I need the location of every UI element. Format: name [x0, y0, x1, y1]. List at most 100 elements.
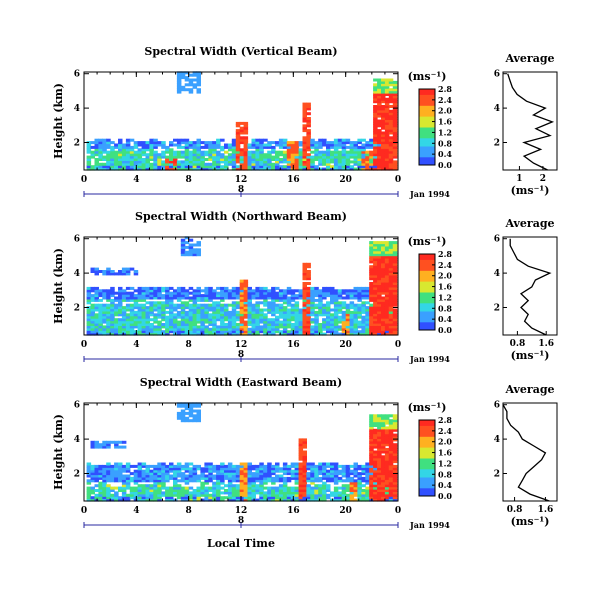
heatmap-cell [267, 301, 272, 305]
heatmap-cell [129, 479, 135, 483]
heatmap-cell [227, 145, 233, 149]
heatmap-cell [188, 474, 194, 478]
heatmap-cell [361, 493, 366, 497]
heatmap-cell [369, 433, 374, 437]
heatmap-cell [98, 486, 103, 490]
heatmap-cell [227, 313, 233, 317]
heatmap-cell [243, 320, 249, 324]
heatmap-cell [94, 148, 99, 152]
heatmap-cell [381, 467, 386, 471]
heatmap-cell [239, 330, 245, 334]
heatmap-cell [298, 162, 304, 166]
heatmap-cell [377, 450, 382, 454]
heatmap-cell [381, 97, 386, 101]
heatmap-cell [373, 496, 378, 500]
heatmap-cell [129, 491, 135, 495]
heatmap-cell [377, 489, 382, 492]
heatmap-cell [353, 467, 358, 471]
heatmap-cell [98, 143, 103, 147]
heatmap-cell [86, 481, 92, 485]
heatmap-cell [149, 479, 154, 483]
heatmap-cell [231, 141, 237, 145]
heatmap-cell [141, 308, 147, 312]
heatmap-cell [326, 493, 331, 497]
heatmap-cell [290, 148, 296, 152]
heatmap-cell [373, 479, 378, 483]
heatmap-cell [282, 313, 288, 317]
heatmap-cell [369, 320, 374, 324]
heatmap-cell [341, 472, 347, 476]
heatmap-cell [137, 472, 143, 476]
heatmap-cell [125, 155, 131, 159]
heatmap-cell [129, 493, 135, 497]
heatmap-cell [153, 464, 158, 468]
heatmap-cell [353, 141, 358, 145]
heatmap-cell [188, 80, 194, 84]
heatmap-cell [322, 291, 327, 295]
heatmap-cell [208, 315, 213, 319]
heatmap-cell [102, 325, 107, 329]
heatmap-cell [188, 298, 194, 302]
heatmap-cell [161, 332, 166, 336]
heatmap-cell [196, 76, 201, 80]
heatmap-cell [98, 445, 103, 449]
heatmap-cell [227, 467, 233, 471]
heatmap-cell [118, 327, 123, 331]
heatmap-cell [220, 138, 225, 142]
heatmap-cell [129, 489, 135, 492]
heatmap-cell [208, 320, 213, 324]
heatmap-cell [212, 150, 217, 154]
heatmap-cell [302, 117, 307, 120]
heatmap-cell [337, 479, 343, 483]
heatmap-cell [330, 472, 335, 476]
heatmap-cell [196, 71, 201, 75]
heatmap-cell [235, 296, 241, 300]
heatmap-cell [161, 486, 166, 490]
heatmap-cell [247, 158, 252, 161]
heatmap-cell [200, 294, 205, 298]
heatmap-cell [98, 476, 103, 480]
heatmap-cell [377, 426, 382, 430]
heatmap-cell [212, 323, 217, 326]
heatmap-cell [196, 248, 201, 252]
heatmap-cell [247, 472, 252, 476]
heatmap-cell [294, 493, 300, 497]
heatmap-cell [220, 464, 225, 468]
heatmap-cell [388, 279, 394, 283]
heatmap-cell [200, 323, 205, 326]
heatmap-cell [388, 486, 394, 490]
heatmap-cell [231, 155, 237, 159]
heatmap-cell [239, 479, 245, 483]
heatmap-cell [114, 330, 119, 334]
heatmap-cell [188, 323, 194, 326]
heatmap-cell [275, 315, 280, 319]
heatmap-cell [235, 496, 241, 500]
colorbar-tick-label: 0.0 [438, 325, 452, 335]
heatmap-cell [384, 489, 390, 492]
heatmap-cell [271, 303, 276, 307]
heatmap-cell [384, 323, 390, 326]
heatmap-cell [149, 330, 154, 334]
heatmap-cell [169, 143, 174, 147]
heatmap-cell [392, 150, 398, 154]
heatmap-cell [235, 491, 241, 495]
heatmap-cell [235, 136, 241, 140]
heatmap-cell [94, 323, 99, 326]
colorbar-swatch [419, 116, 435, 120]
heatmap-cell [173, 143, 178, 147]
heatmap-cell [247, 291, 252, 295]
heatmap-cell [243, 131, 249, 135]
colorbar-swatch [419, 452, 435, 456]
heatmap-cell [216, 306, 221, 310]
heatmap-cell [157, 162, 162, 166]
heatmap-cell [388, 493, 394, 497]
heatmap-cell [106, 291, 111, 295]
heatmap-cell [298, 294, 304, 298]
heatmap-cell [384, 318, 390, 322]
heatmap-cell [157, 289, 162, 293]
heatmap-cell [373, 133, 378, 137]
heatmap-cell [384, 141, 390, 145]
heatmap-cell [384, 167, 390, 171]
heatmap-cell [381, 464, 386, 468]
heatmap-cell [231, 167, 237, 171]
